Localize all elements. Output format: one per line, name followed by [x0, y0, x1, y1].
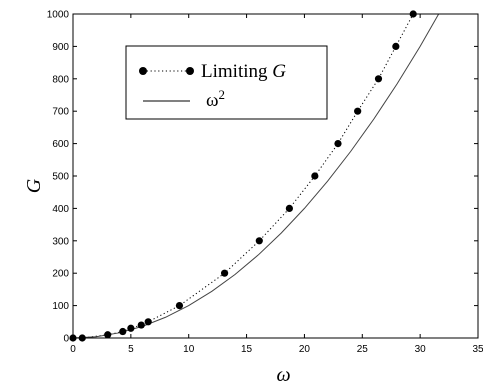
x-tick-label: 5: [128, 344, 134, 355]
x-tick-label: 10: [183, 344, 195, 355]
x-tick-label: 35: [472, 344, 483, 355]
y-tick-label: 1000: [47, 10, 70, 21]
series-line-omega-squared: [73, 14, 440, 338]
data-point-limiting-g: [354, 107, 362, 115]
data-point-limiting-g: [334, 140, 342, 148]
y-tick-label: 200: [52, 269, 69, 280]
axes: 0 5 10 15 20 25 30 35 0 100 200 300 400 500 600 700 800 9…: [23, 10, 483, 387]
y-axis-label: G: [23, 178, 45, 193]
legend-label-omega-squared: ω2: [206, 87, 225, 111]
plot-area: [69, 10, 440, 342]
data-point-limiting-g: [220, 269, 229, 277]
y-tick-label: 900: [52, 42, 69, 53]
legend-label-limiting-g: Limiting G: [201, 61, 286, 82]
x-tick-label: 15: [241, 344, 253, 355]
legend-box: [125, 45, 328, 120]
data-point-limiting-g: [175, 302, 184, 310]
y-tick-label: 0: [63, 334, 69, 345]
x-tick-label: 20: [299, 344, 311, 355]
data-point-limiting-g: [311, 172, 319, 180]
data-point-limiting-g: [119, 327, 127, 336]
data-point-limiting-g: [285, 204, 293, 212]
data-point-limiting-g: [144, 318, 152, 326]
y-tick-label: 500: [52, 172, 69, 183]
y-tick-label: 700: [52, 107, 69, 118]
y-tick-label: 400: [52, 204, 69, 215]
legend-swatch-limiting-g-marker: [139, 67, 147, 75]
data-point-limiting-g: [255, 237, 263, 245]
x-tick-label: 25: [357, 344, 369, 355]
data-point-limiting-g: [374, 75, 383, 83]
x-axis-label: ω: [276, 364, 290, 386]
y-tick-label: 100: [52, 301, 69, 312]
legend: Limiting G ω2: [125, 45, 328, 120]
x-tick-label: 0: [70, 344, 76, 355]
y-tick-label: 600: [52, 139, 69, 150]
y-tick-label: 800: [52, 74, 69, 85]
x-tick-label: 30: [415, 344, 427, 355]
data-point-limiting-g: [137, 321, 145, 329]
data-point-limiting-g: [104, 331, 112, 339]
data-point-limiting-g: [127, 324, 135, 332]
y-tick-label: 300: [52, 236, 69, 247]
legend-swatch-limiting-g-marker: [186, 67, 194, 75]
data-point-limiting-g: [392, 42, 400, 51]
